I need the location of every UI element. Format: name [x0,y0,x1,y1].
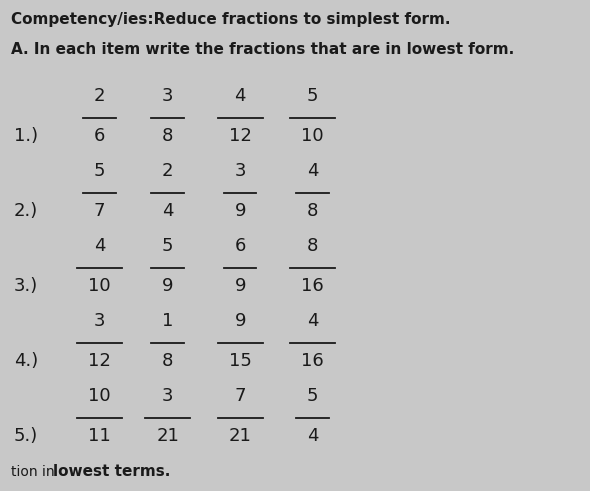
Text: 7: 7 [234,387,246,405]
Text: 4: 4 [307,427,319,445]
Text: 12: 12 [229,127,251,145]
Text: 4: 4 [307,312,319,330]
Text: 2: 2 [162,162,173,180]
Text: 4.): 4.) [14,352,38,370]
Text: 11: 11 [88,427,111,445]
Text: 9: 9 [234,277,246,295]
Text: 15: 15 [229,352,251,370]
Text: 21: 21 [229,427,251,445]
Text: tion in: tion in [11,465,59,479]
Text: 2: 2 [94,87,106,105]
Text: 9: 9 [234,202,246,220]
Text: 5.): 5.) [14,427,38,445]
Text: 9: 9 [234,312,246,330]
Text: 5: 5 [307,87,319,105]
Text: 16: 16 [301,277,324,295]
Text: Competency/ies:Reduce fractions to simplest form.: Competency/ies:Reduce fractions to simpl… [11,12,450,27]
Text: 21: 21 [156,427,179,445]
Text: 7: 7 [94,202,106,220]
Text: 1: 1 [162,312,173,330]
Text: 5: 5 [307,387,319,405]
Text: A. In each item write the fractions that are in lowest form.: A. In each item write the fractions that… [11,42,514,57]
Text: 8: 8 [162,127,173,145]
Text: 3: 3 [162,87,173,105]
Text: 10: 10 [88,277,111,295]
Text: 3.): 3.) [14,277,38,295]
Text: 2.): 2.) [14,202,38,220]
Text: 8: 8 [307,237,319,255]
Text: lowest terms.: lowest terms. [54,464,171,480]
Text: 5: 5 [94,162,106,180]
Text: 10: 10 [88,387,111,405]
Text: 12: 12 [88,352,111,370]
Text: 6: 6 [94,127,106,145]
Text: 4: 4 [162,202,173,220]
Text: 16: 16 [301,352,324,370]
Text: 8: 8 [162,352,173,370]
Text: 1.): 1.) [14,127,38,145]
Text: 3: 3 [234,162,246,180]
Text: 3: 3 [94,312,106,330]
Text: 4: 4 [94,237,106,255]
Text: 10: 10 [301,127,324,145]
Text: 9: 9 [162,277,173,295]
Text: 4: 4 [234,87,246,105]
Text: 6: 6 [234,237,246,255]
Text: 8: 8 [307,202,319,220]
Text: 3: 3 [162,387,173,405]
Text: 4: 4 [307,162,319,180]
Text: 5: 5 [162,237,173,255]
